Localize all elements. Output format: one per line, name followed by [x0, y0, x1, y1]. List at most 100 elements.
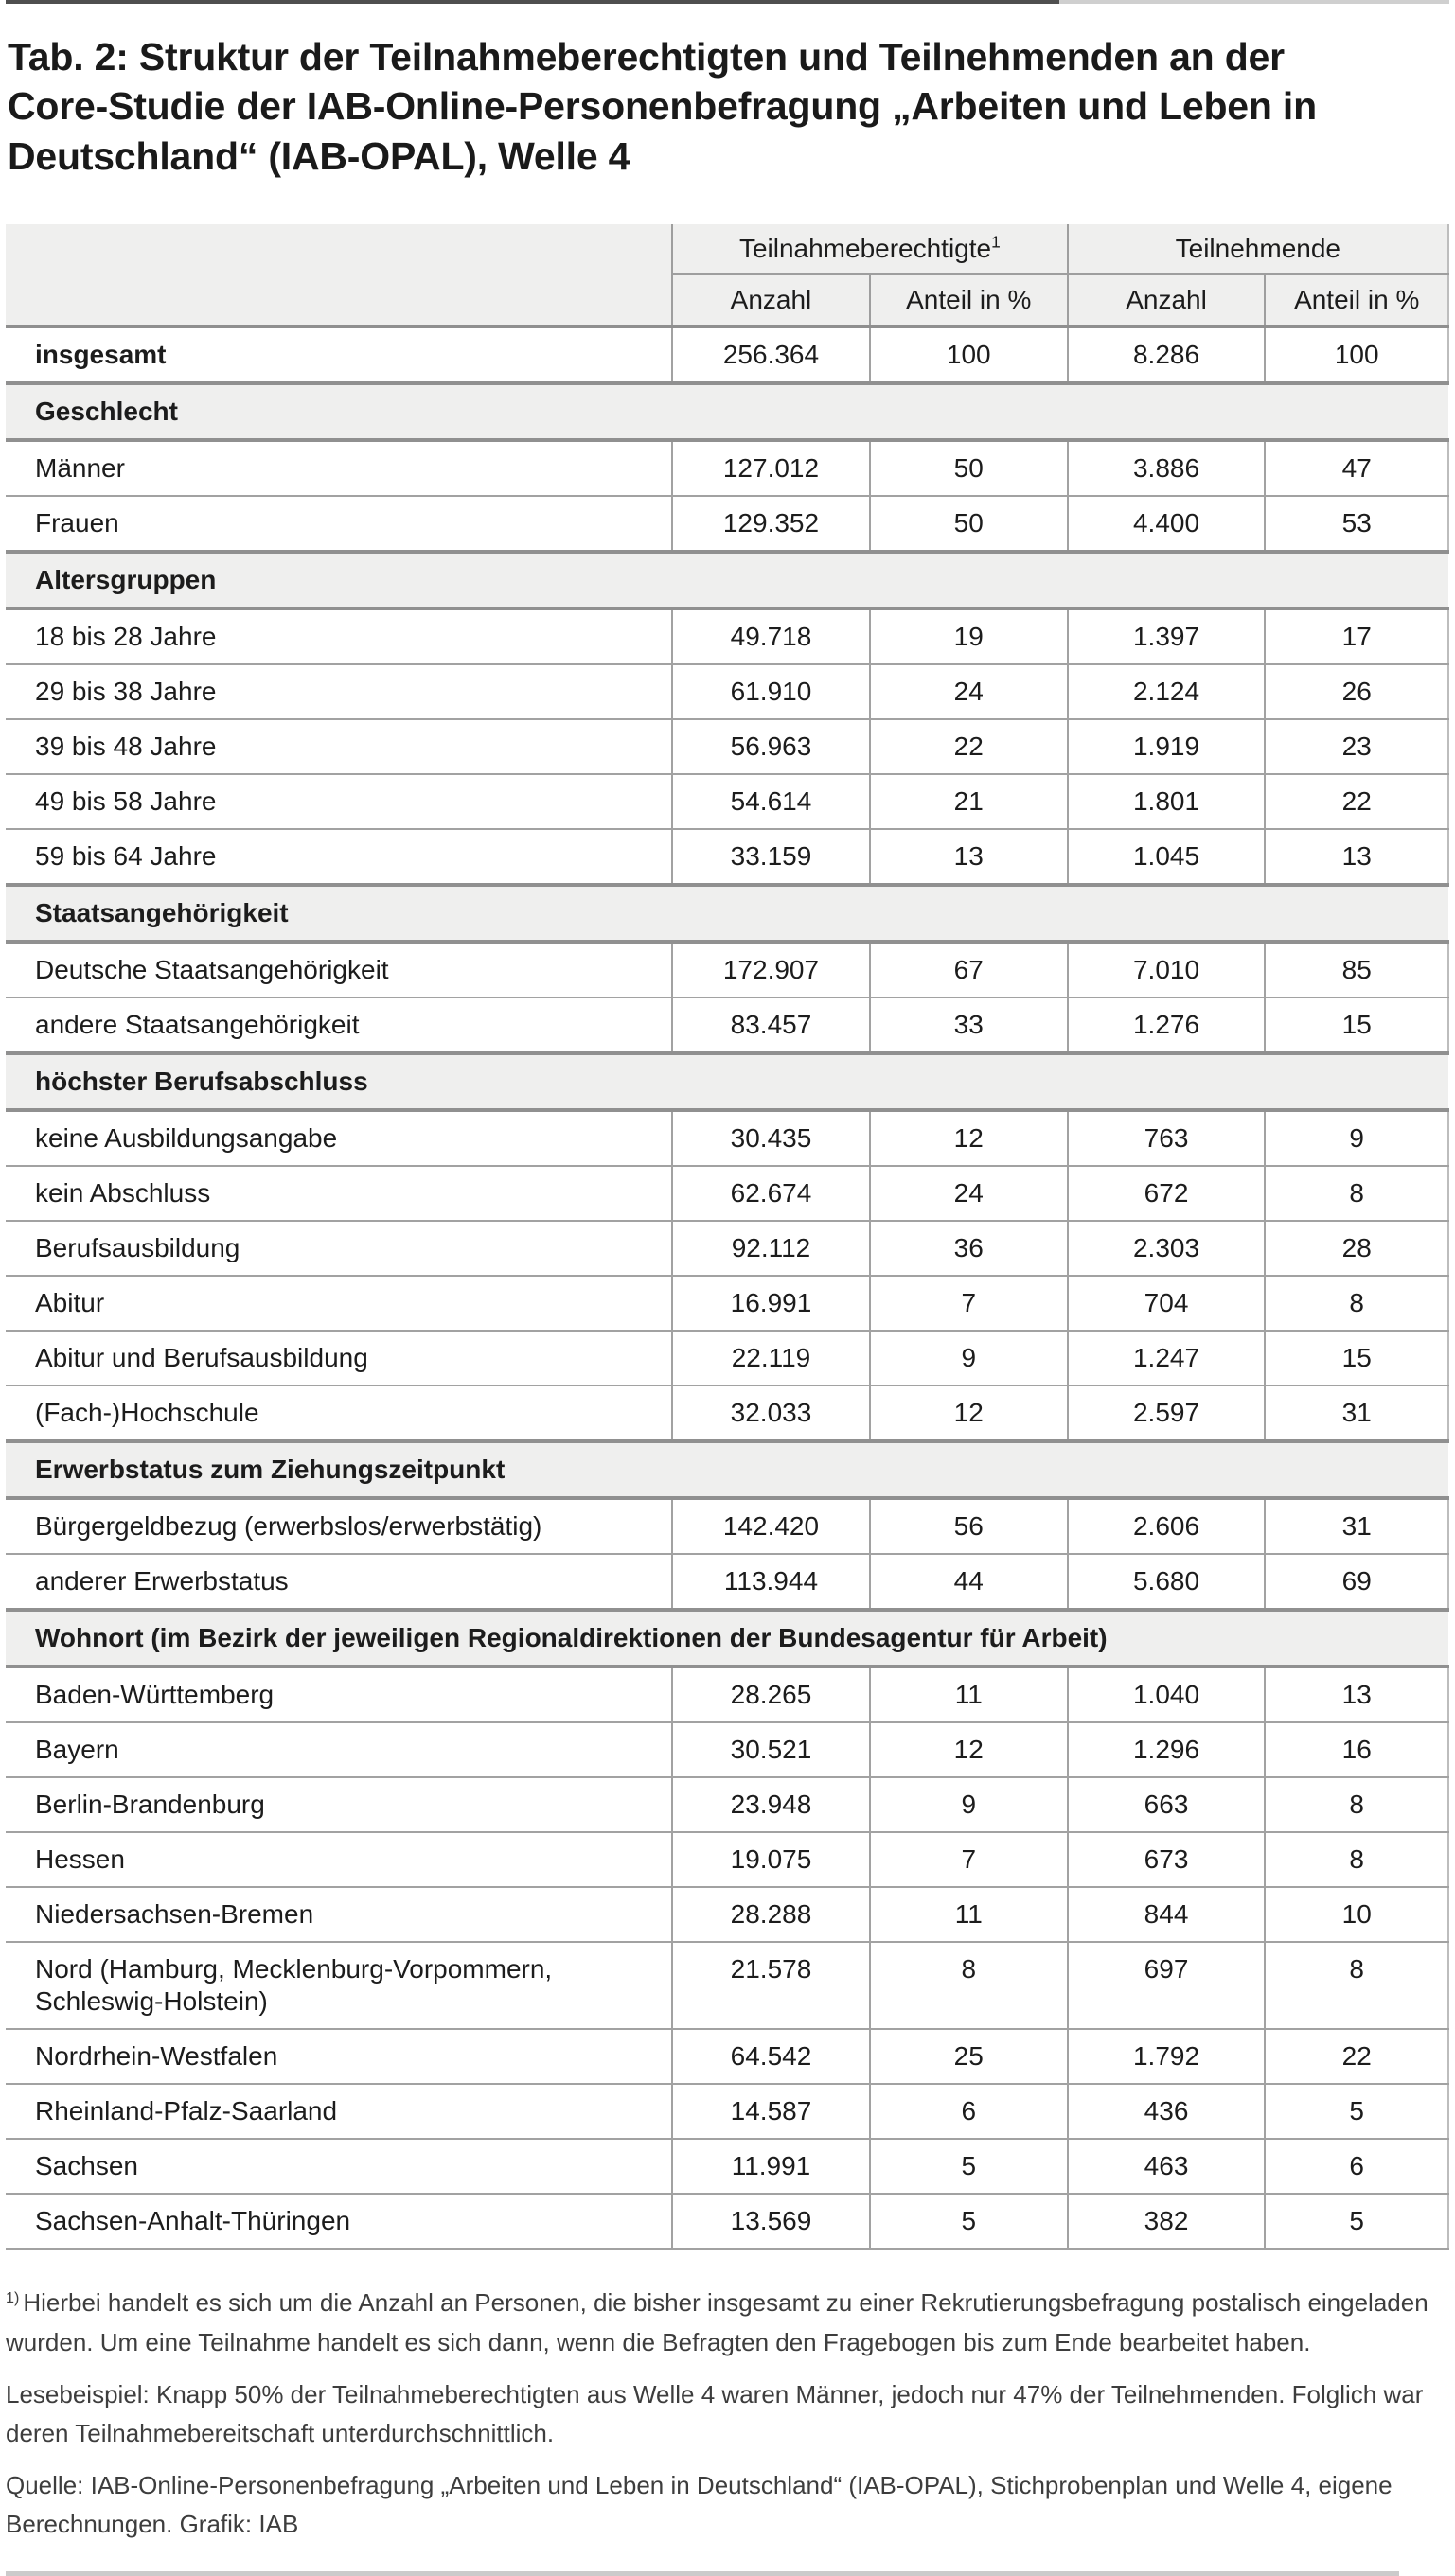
- table-row: insgesamt 256.364 100 8.286 100: [6, 326, 1449, 385]
- table-row: Frauen 129.352 50 4.400 53: [6, 496, 1449, 554]
- table-row: Baden-Württemberg 28.265 11 1.040 13: [6, 1667, 1449, 1724]
- cell-tb-anteil: 12: [868, 1385, 1068, 1443]
- cell-tn-anzahl: 844: [1066, 1887, 1266, 1944]
- footnote-1: 1) Hierbei handelt es sich um die Anzahl …: [6, 2284, 1449, 2362]
- table-row: Sachsen 11.991 5 463 6: [6, 2139, 1449, 2196]
- cell-tn-anzahl: 3.886: [1066, 440, 1266, 498]
- row-label: Sachsen: [6, 2139, 673, 2196]
- row-label: Abitur: [6, 1276, 673, 1332]
- section-label: Altersgruppen: [6, 550, 1448, 611]
- source-credit: Quelle: IAB-Online-Personenbefragung „Ar…: [6, 2470, 1393, 2539]
- cell-tb-anteil: 7: [868, 1832, 1068, 1889]
- cell-tb-anzahl: 56.963: [671, 719, 870, 776]
- col-header-tn-anteil: Anteil in %: [1264, 274, 1449, 329]
- cell-tb-anzahl: 33.159: [671, 829, 870, 887]
- cell-tb-anteil: 5: [868, 2139, 1068, 2196]
- row-label: Nord (Hamburg, Mecklenburg-Vorpommern, S…: [6, 1942, 673, 2031]
- label-column-header: [6, 224, 673, 329]
- table-row: Berufsausbildung 92.112 36 2.303 28: [6, 1221, 1449, 1278]
- cell-tb-anteil: 19: [868, 609, 1068, 666]
- section-label: Geschlecht: [6, 381, 1448, 443]
- row-label: 29 bis 38 Jahre: [6, 664, 673, 721]
- cell-tb-anteil: 50: [868, 496, 1068, 554]
- cell-tb-anzahl: 113.944: [671, 1554, 870, 1612]
- cell-tb-anteil: 50: [868, 440, 1068, 498]
- row-label: Rheinland-Pfalz-Saarland: [6, 2084, 673, 2141]
- table-row: 18 bis 28 Jahre 49.718 19 1.397 17: [6, 609, 1449, 666]
- cell-tb-anzahl: 129.352: [671, 496, 870, 554]
- col-header-tb-anteil: Anteil in %: [868, 274, 1068, 329]
- cell-tb-anteil: 6: [868, 2084, 1068, 2141]
- cell-tb-anteil: 33: [868, 997, 1068, 1055]
- footnote-marker: 1): [6, 2288, 20, 2306]
- row-label: Deutsche Staatsangehörigkeit: [6, 942, 673, 999]
- table-row: 39 bis 48 Jahre 56.963 22 1.919 23: [6, 719, 1449, 776]
- cell-tb-anzahl: 30.435: [671, 1110, 870, 1168]
- table-row: keine Ausbildungsangabe 30.435 12 763 9: [6, 1110, 1449, 1168]
- section-row: Staatsangehörigkeit: [6, 883, 1448, 944]
- row-label: Niedersachsen-Bremen: [6, 1887, 673, 1944]
- section-row: Wohnort (im Bezirk der jeweiligen Region…: [6, 1608, 1448, 1669]
- header-sub-row: Anzahl Anteil in % Anzahl Anteil in %: [6, 274, 1449, 329]
- row-label: Männer: [6, 440, 673, 498]
- cell-tb-anzahl: 13.569: [671, 2194, 870, 2250]
- group-header-teilnehmende: Teilnehmende: [1066, 224, 1450, 276]
- cell-tn-anteil: 5: [1264, 2084, 1449, 2141]
- table-row: Bürgergeldbezug (erwerbslos/erwerbstätig…: [6, 1498, 1449, 1556]
- table-row: Sachsen-Anhalt-Thüringen 13.569 5 382 5: [6, 2194, 1449, 2250]
- row-label: Berufsausbildung: [6, 1221, 673, 1278]
- table-row: (Fach-)Hochschule 32.033 12 2.597 31: [6, 1385, 1449, 1443]
- reading-example: Lesebeispiel: Knapp 50% der Teilnahmeber…: [6, 2379, 1424, 2448]
- row-label: Nordrhein-Westfalen: [6, 2029, 673, 2086]
- table-row: Abitur 16.991 7 704 8: [6, 1276, 1449, 1332]
- row-label: andere Staatsangehörigkeit: [6, 997, 673, 1055]
- row-label: 49 bis 58 Jahre: [6, 774, 673, 831]
- cell-tn-anzahl: 436: [1066, 2084, 1266, 2141]
- cell-tn-anteil: 16: [1264, 1722, 1449, 1779]
- row-label: 39 bis 48 Jahre: [6, 719, 673, 776]
- cell-tb-anzahl: 83.457: [671, 997, 870, 1055]
- cell-tb-anzahl: 28.265: [671, 1667, 870, 1724]
- table-body: insgesamt 256.364 100 8.286 100 Geschlecht Män…: [6, 326, 1449, 2250]
- cell-tb-anzahl: 49.718: [671, 609, 870, 666]
- col-header-tb-anzahl: Anzahl: [671, 274, 870, 329]
- table-header: Teilnahmeberechtigte1 Teilnehmende Anzah…: [6, 224, 1450, 329]
- cell-tn-anzahl: 672: [1066, 1166, 1266, 1223]
- cell-tn-anzahl: 663: [1066, 1777, 1266, 1834]
- cell-tn-anzahl: 2.124: [1066, 664, 1266, 721]
- table-row: Abitur und Berufsausbildung 22.119 9 1.247 1…: [6, 1331, 1449, 1387]
- cell-tn-anzahl: 697: [1066, 1942, 1266, 2031]
- table-row: Nordrhein-Westfalen 64.542 25 1.792 22: [6, 2029, 1449, 2086]
- cell-tn-anzahl: 463: [1066, 2139, 1266, 2196]
- cell-tn-anzahl: 1.919: [1066, 719, 1266, 776]
- footnote-reference-superscript: 1: [991, 233, 1001, 253]
- row-label: Berlin-Brandenburg: [6, 1777, 673, 1834]
- cell-tb-anzahl: 23.948: [671, 1777, 870, 1834]
- table-row: anderer Erwerbstatus 113.944 44 5.680 69: [6, 1554, 1449, 1612]
- cell-tb-anzahl: 21.578: [671, 1942, 870, 2031]
- cell-tb-anzahl: 32.033: [671, 1385, 870, 1443]
- cell-tn-anteil: 13: [1264, 1667, 1449, 1724]
- cell-tn-anteil: 17: [1264, 609, 1449, 666]
- cell-tb-anteil: 67: [868, 942, 1068, 999]
- cell-tn-anteil: 5: [1264, 2194, 1449, 2250]
- table-row: Männer 127.012 50 3.886 47: [6, 440, 1449, 498]
- cell-tn-anzahl: 704: [1066, 1276, 1266, 1332]
- cell-tn-anzahl: 1.276: [1066, 997, 1266, 1055]
- cell-tn-anteil: 26: [1264, 664, 1449, 721]
- table-row: Niedersachsen-Bremen 28.288 11 844 10: [6, 1887, 1449, 1944]
- cell-tb-anzahl: 92.112: [671, 1221, 870, 1278]
- table-row: 49 bis 58 Jahre 54.614 21 1.801 22: [6, 774, 1449, 831]
- cell-tb-anteil: 12: [868, 1722, 1068, 1779]
- cell-tb-anteil: 11: [868, 1667, 1068, 1724]
- cell-tn-anzahl: 1.045: [1066, 829, 1266, 887]
- cell-tn-anzahl: 382: [1066, 2194, 1266, 2250]
- footnote-text: Hierbei handelt es sich um die Anzahl an…: [6, 2288, 1428, 2356]
- cell-tn-anzahl: 1.801: [1066, 774, 1266, 831]
- cell-tn-anzahl: 763: [1066, 1110, 1266, 1168]
- cell-tn-anteil: 8: [1264, 1777, 1449, 1834]
- cell-tn-anteil: 8: [1264, 1276, 1449, 1332]
- cell-tn-anzahl: 673: [1066, 1832, 1266, 1889]
- cell-tn-anzahl: 7.010: [1066, 942, 1266, 999]
